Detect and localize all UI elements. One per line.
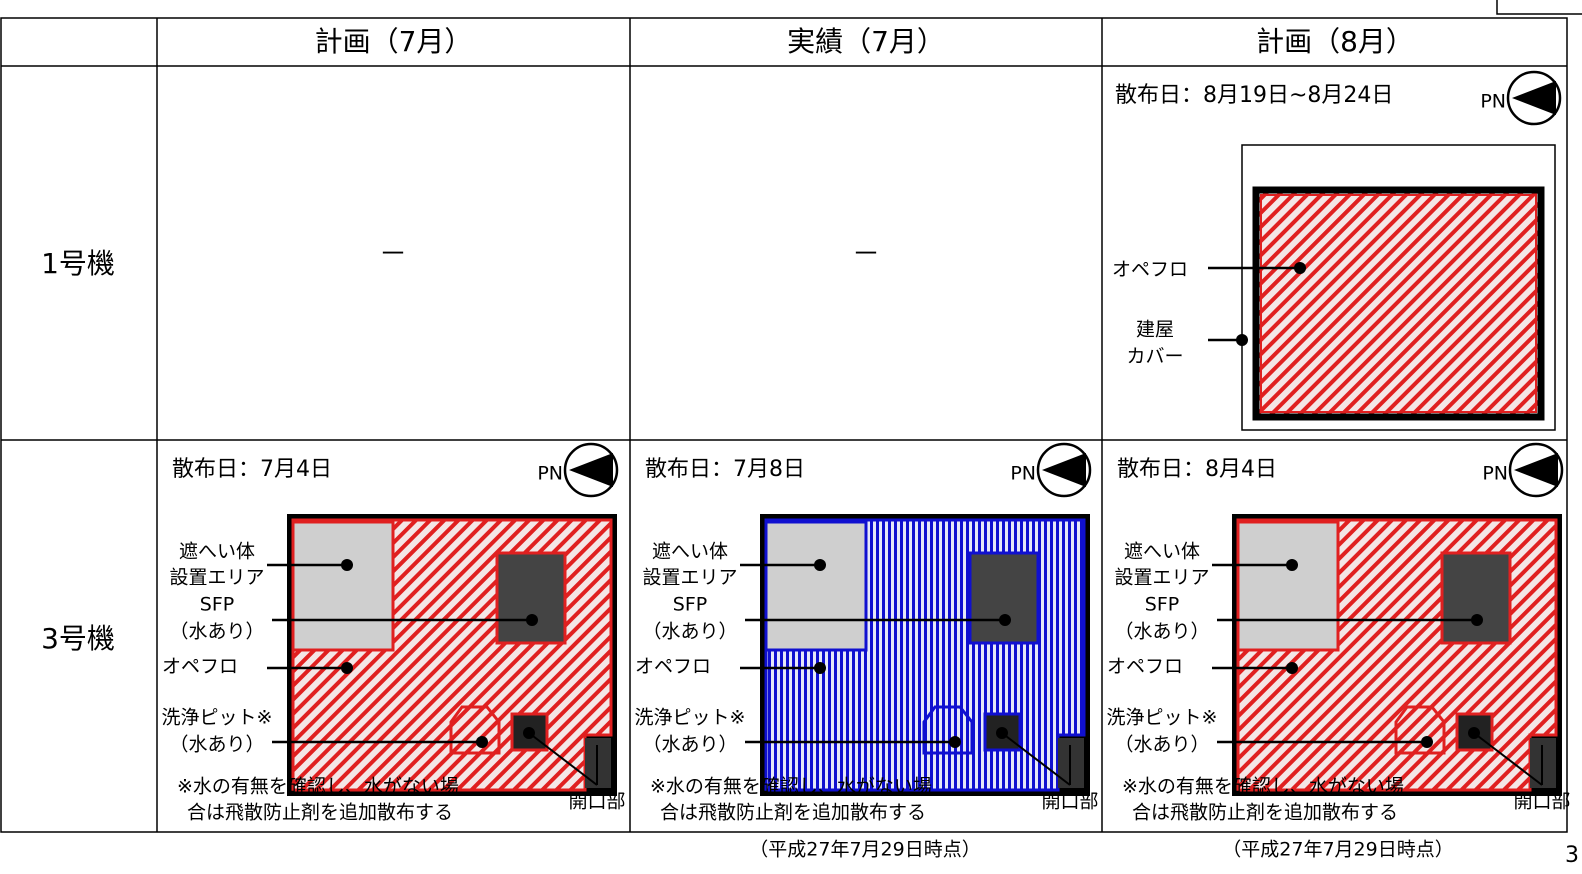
callout-label: 遮へい体 [179, 541, 255, 563]
timestamp: （平成27年7月29日時点） [1222, 839, 1453, 861]
empty-cell: － [852, 237, 880, 270]
callout-label: 開口部 [1041, 791, 1098, 813]
compass-label: PN [1480, 91, 1506, 113]
compass-label: PN [1010, 463, 1036, 485]
sfp [1440, 551, 1512, 645]
leader-dot [341, 559, 353, 571]
leader-line [1001, 732, 1071, 786]
row-label: 3号機 [41, 622, 115, 655]
callout-label: （水あり） [642, 621, 737, 643]
callout-label: オペフロ [635, 656, 711, 678]
callout-label: 洗浄ピット※ [162, 707, 273, 729]
leader-dot [523, 727, 535, 739]
callout-label: 設置エリア [642, 567, 737, 589]
spray-date: 散布日：8月19日~8月24日 [1115, 83, 1393, 108]
compass-arrow [1512, 81, 1556, 115]
leader-line [1473, 732, 1543, 786]
callout-label: SFP [1145, 594, 1179, 616]
wash-pit [922, 705, 974, 755]
row-label: 1号機 [41, 247, 115, 280]
leader-dot [999, 614, 1011, 626]
callout-label: 建屋 [1136, 319, 1174, 341]
empty-cell: － [379, 237, 407, 270]
callout-label: 洗浄ピット※ [635, 707, 746, 729]
leader-dot [341, 662, 353, 674]
note: ※水の有無を確認し、水がない場 [650, 776, 932, 798]
column-header: 計画（8月） [1256, 25, 1414, 58]
callout-label: オペフロ [162, 656, 238, 678]
spray-date: 散布日：7月4日 [172, 457, 332, 482]
compass-arrow [1042, 453, 1086, 487]
callout-label: 設置エリア [169, 567, 264, 589]
shield-area [291, 520, 395, 652]
note: ※水の有無を確認し、水がない場 [177, 776, 459, 798]
callout-label: （水あり） [1114, 734, 1209, 756]
leader-dot [1471, 614, 1483, 626]
note: 合は飛散防止剤を追加散布する [187, 802, 453, 824]
leader-dot [476, 736, 488, 748]
callout-label: 遮へい体 [652, 541, 728, 563]
shield-area [764, 520, 868, 652]
wash-pit [449, 705, 501, 755]
operating-floor [1252, 186, 1545, 421]
shield-area [1236, 520, 1340, 652]
leader-dot [1286, 662, 1298, 674]
callout-label: SFP [200, 594, 234, 616]
leader-dot [1421, 736, 1433, 748]
compass-arrow [569, 453, 613, 487]
timestamp: （平成27年7月29日時点） [749, 839, 980, 861]
callout-label: オペフロ [1112, 259, 1188, 281]
leader-dot [814, 662, 826, 674]
note: 合は飛散防止剤を追加散布する [1132, 802, 1398, 824]
callout-label: カバー [1126, 346, 1183, 368]
callout-label: SFP [673, 594, 707, 616]
callout-label: 洗浄ピット※ [1107, 707, 1218, 729]
leader-dot [1468, 727, 1480, 739]
compass-arrow [1514, 453, 1558, 487]
spray-date: 散布日：8月4日 [1117, 457, 1277, 482]
leader-dot [949, 736, 961, 748]
operating-floor-edge [1260, 194, 1537, 413]
callout-label: （水あり） [1114, 621, 1209, 643]
note: 合は飛散防止剤を追加散布する [660, 802, 926, 824]
callout-label: 開口部 [1513, 791, 1570, 813]
leader-line [528, 732, 598, 786]
opening [983, 712, 1022, 752]
leader-dot [814, 559, 826, 571]
callout-label: （水あり） [642, 734, 737, 756]
sfp [968, 551, 1040, 645]
column-header: 実績（7月） [787, 25, 945, 58]
leader-dot [1294, 262, 1306, 274]
wash-pit [1394, 705, 1446, 755]
callout-label: （水あり） [169, 621, 264, 643]
leader-dot [1286, 559, 1298, 571]
callout-label: 開口部 [568, 791, 625, 813]
table-frame [0, 0, 1582, 833]
callout-label: 遮へい体 [1124, 541, 1200, 563]
note: ※水の有無を確認し、水がない場 [1122, 776, 1404, 798]
callout-label: （水あり） [169, 734, 264, 756]
callout-label: 設置エリア [1114, 567, 1209, 589]
leader-dot [996, 727, 1008, 739]
sfp [495, 551, 567, 645]
leader-dot [526, 614, 538, 626]
page-number: 3 [1565, 843, 1579, 868]
compass-label: PN [537, 463, 563, 485]
spray-date: 散布日：7月8日 [645, 457, 805, 482]
column-header: 計画（7月） [315, 25, 473, 58]
callout-label: オペフロ [1107, 656, 1183, 678]
leader-dot [1236, 334, 1248, 346]
compass-label: PN [1482, 463, 1508, 485]
